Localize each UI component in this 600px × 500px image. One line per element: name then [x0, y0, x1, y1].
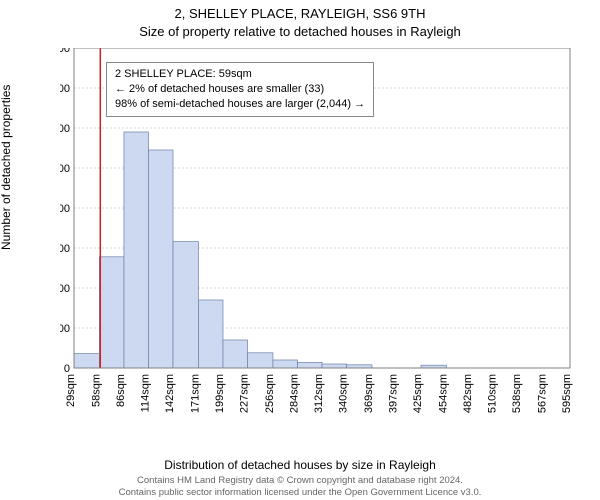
- x-tick-label: 29sqm: [65, 374, 77, 407]
- x-tick-label: 227sqm: [239, 374, 251, 413]
- annotation-line-1: 2 SHELLEY PLACE: 59sqm: [115, 67, 365, 82]
- x-tick-label: 284sqm: [288, 374, 300, 413]
- x-tick-label: 58sqm: [90, 374, 102, 407]
- histogram-bar: [74, 354, 99, 368]
- chart-title-main: 2, SHELLEY PLACE, RAYLEIGH, SS6 9TH: [0, 6, 600, 21]
- histogram-bar: [148, 150, 173, 368]
- x-tick-label: 425sqm: [412, 374, 424, 413]
- y-tick-label: 0: [64, 363, 70, 375]
- histogram-bar: [297, 362, 322, 368]
- x-axis-label: Distribution of detached houses by size …: [0, 458, 600, 472]
- x-tick-label: 510sqm: [487, 374, 499, 413]
- histogram-bar: [124, 132, 149, 368]
- x-tick-label: 199sqm: [214, 374, 226, 413]
- credit-line-2: Contains public sector information licen…: [119, 487, 482, 498]
- x-tick-label: 256sqm: [264, 374, 276, 413]
- histogram-bar: [223, 340, 248, 368]
- annotation-box: 2 SHELLEY PLACE: 59sqm ← 2% of detached …: [106, 62, 374, 117]
- x-tick-label: 482sqm: [462, 374, 474, 413]
- credit-text: Contains HM Land Registry data © Crown c…: [0, 475, 600, 498]
- y-axis-label: Number of detached properties: [0, 85, 13, 250]
- histogram-bar: [173, 242, 198, 368]
- x-tick-label: 312sqm: [313, 374, 325, 413]
- x-tick-label: 86sqm: [115, 374, 127, 407]
- histogram-bar: [198, 300, 223, 368]
- x-tick-label: 114sqm: [139, 374, 151, 412]
- y-tick-label: 700: [60, 83, 70, 95]
- x-tick-label: 567sqm: [536, 374, 548, 413]
- x-tick-label: 595sqm: [561, 374, 573, 413]
- x-tick-label: 538sqm: [511, 374, 523, 413]
- y-tick-label: 500: [60, 163, 70, 175]
- histogram-bar: [248, 353, 273, 368]
- y-tick-label: 400: [60, 203, 70, 215]
- x-tick-label: 369sqm: [363, 374, 375, 413]
- y-tick-label: 100: [60, 323, 70, 335]
- y-tick-label: 200: [60, 283, 70, 295]
- y-tick-label: 600: [60, 123, 70, 135]
- y-tick-label: 300: [60, 243, 70, 255]
- histogram-bar: [322, 364, 347, 368]
- x-tick-label: 171sqm: [189, 374, 201, 413]
- annotation-line-3: 98% of semi-detached houses are larger (…: [115, 97, 365, 112]
- histogram-bar: [99, 257, 124, 368]
- credit-line-1: Contains HM Land Registry data © Crown c…: [137, 475, 463, 486]
- chart-title-sub: Size of property relative to detached ho…: [0, 24, 600, 39]
- x-tick-label: 142sqm: [164, 374, 176, 413]
- y-tick-label: 800: [60, 48, 70, 55]
- histogram-bar: [273, 360, 298, 368]
- chart-container: 2, SHELLEY PLACE, RAYLEIGH, SS6 9TH Size…: [0, 0, 600, 500]
- x-tick-label: 340sqm: [338, 374, 350, 413]
- x-tick-label: 397sqm: [387, 374, 399, 413]
- x-tick-label: 454sqm: [437, 374, 449, 413]
- annotation-line-2: ← 2% of detached houses are smaller (33): [115, 82, 365, 97]
